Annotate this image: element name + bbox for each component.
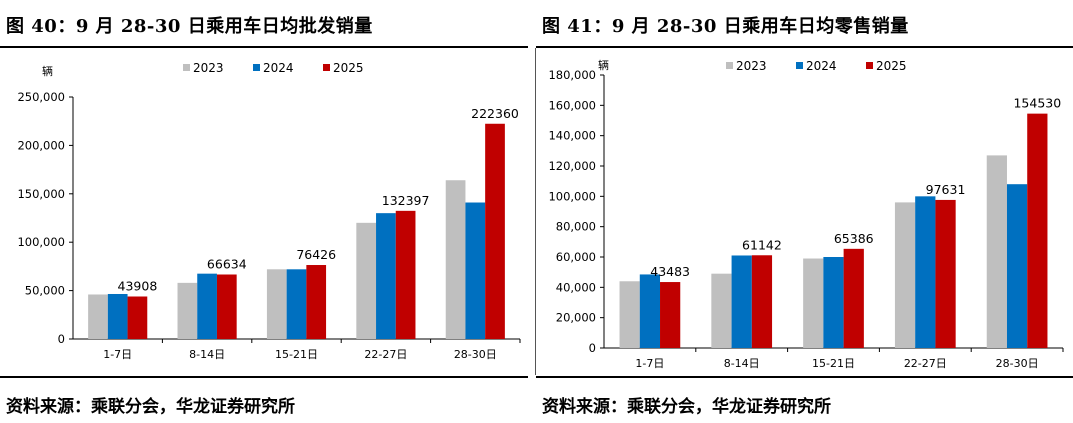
y-tick-label: 250,000 <box>17 90 65 104</box>
bar-2023 <box>177 282 198 339</box>
bar-2024 <box>286 269 307 339</box>
x-tick-label: 22-27日 <box>364 348 407 361</box>
x-tick-label: 15-21日 <box>275 348 318 361</box>
retail-bar-chart: 0 20,000 40,000 60,000 80,000 100,000 120,000 1… <box>548 58 1064 370</box>
bar-2025 <box>306 265 327 339</box>
bar-2023 <box>986 155 1007 348</box>
wholesale-bar-chart: 0 50,000 100,000 150,000 200,000 250,000 辆 2023… <box>17 61 521 361</box>
data-label: 66634 <box>207 256 247 271</box>
bar-2024 <box>465 202 486 339</box>
y-tick-label: 100,000 <box>548 189 596 203</box>
bar-2025 <box>127 296 148 339</box>
bar-2025 <box>935 199 956 348</box>
bar-2025 <box>660 282 681 348</box>
bar-2025 <box>395 210 416 339</box>
bar-2023 <box>445 180 466 339</box>
bar-2024 <box>731 255 752 348</box>
bottom-rule <box>0 376 528 378</box>
data-label: 76426 <box>296 247 336 262</box>
x-tick-label: 28-30日 <box>454 348 497 361</box>
source-note: 资料来源：乘联分会，华龙证券研究所 <box>6 397 295 417</box>
panel-separator <box>535 48 536 375</box>
data-label: 154530 <box>1013 96 1061 111</box>
x-tick-label: 1-7日 <box>635 357 664 370</box>
bar-2023 <box>803 258 824 348</box>
legend-label: 2023 <box>193 61 224 75</box>
y-tick-label: 160,000 <box>548 98 596 112</box>
bar-2024 <box>1006 184 1028 348</box>
y-tick-label: 200,000 <box>17 138 65 152</box>
data-label: 61142 <box>742 237 782 252</box>
bar-2025 <box>1027 113 1048 348</box>
bar-2024 <box>197 273 217 339</box>
bar-2025 <box>485 123 505 339</box>
legend-swatch <box>183 64 190 71</box>
x-tick-label: 28-30日 <box>996 357 1039 370</box>
bar-2023 <box>619 281 640 348</box>
bar-2025 <box>751 255 773 348</box>
figure-title: 图 41：9 月 28-30 日乘用车日均零售销量 <box>542 16 909 37</box>
figure-title: 图 40：9 月 28-30 日乘用车日均批发销量 <box>6 16 373 37</box>
data-label: 97631 <box>926 182 966 197</box>
data-label: 65386 <box>834 231 874 246</box>
legend-swatch <box>866 62 873 69</box>
data-label: 43908 <box>118 278 158 293</box>
y-tick-label: 140,000 <box>548 129 596 143</box>
legend-label: 2024 <box>263 61 294 75</box>
y-tick-label: 40,000 <box>556 280 596 294</box>
data-label: 43483 <box>650 264 690 279</box>
legend-label: 2024 <box>806 59 837 73</box>
y-tick-label: 120,000 <box>548 159 596 173</box>
y-axis-unit-label: 辆 <box>598 58 609 72</box>
y-tick-label: 0 <box>589 341 596 355</box>
x-tick-label: 1-7日 <box>103 348 132 361</box>
legend-swatch <box>323 64 330 71</box>
x-tick-label: 22-27日 <box>904 357 947 370</box>
bar-2024 <box>823 257 844 348</box>
legend-swatch <box>253 64 260 71</box>
y-tick-label: 0 <box>58 332 65 346</box>
legend-swatch <box>796 62 803 69</box>
data-label: 222360 <box>471 106 519 121</box>
top-rule <box>536 46 1073 48</box>
data-label: 132397 <box>382 193 430 208</box>
bar-2025 <box>216 274 237 339</box>
bar-2024 <box>639 274 661 348</box>
y-tick-label: 100,000 <box>17 235 65 249</box>
legend-swatch <box>726 62 733 69</box>
bar-2023 <box>88 294 108 339</box>
x-tick-label: 15-21日 <box>812 357 855 370</box>
y-tick-label: 20,000 <box>556 311 596 325</box>
source-note: 资料来源：乘联分会，华龙证券研究所 <box>542 397 831 417</box>
x-tick-label: 8-14日 <box>724 357 760 370</box>
y-tick-label: 180,000 <box>548 68 596 82</box>
legend-label: 2025 <box>876 59 907 73</box>
bar-2024 <box>107 293 128 339</box>
x-tick-label: 8-14日 <box>189 348 225 361</box>
bar-2024 <box>915 196 936 348</box>
legend-label: 2025 <box>333 61 364 75</box>
bar-2024 <box>376 213 396 339</box>
bar-2023 <box>711 273 732 348</box>
y-tick-label: 50,000 <box>25 284 65 298</box>
y-tick-label: 150,000 <box>17 187 65 201</box>
y-tick-label: 80,000 <box>556 220 596 234</box>
bar-2023 <box>356 222 377 339</box>
legend-label: 2023 <box>736 59 767 73</box>
bar-2023 <box>266 269 287 339</box>
bar-2025 <box>843 248 864 348</box>
bar-2023 <box>894 202 916 348</box>
y-axis-unit-label: 辆 <box>42 64 53 78</box>
top-rule <box>0 46 528 48</box>
y-tick-label: 60,000 <box>556 250 596 264</box>
bottom-rule <box>536 376 1073 378</box>
